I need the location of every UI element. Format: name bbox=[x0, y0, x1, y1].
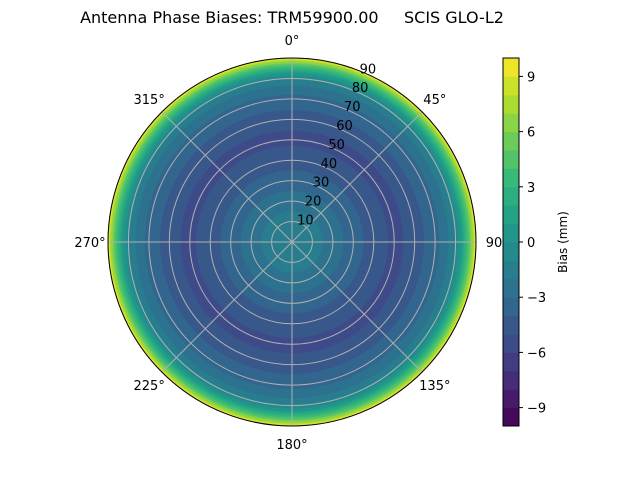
colorbar-tick-label: −3 bbox=[527, 291, 546, 306]
colorbar-tick-label: 6 bbox=[527, 126, 535, 141]
radial-tick-label: 20 bbox=[305, 195, 322, 210]
colorbar-level bbox=[503, 370, 519, 390]
colorbar-level bbox=[503, 58, 519, 77]
theta-tick-label: 270° bbox=[74, 236, 105, 251]
colorbar-level bbox=[503, 315, 519, 335]
colorbar-level bbox=[503, 242, 519, 261]
polar-frame bbox=[107, 57, 477, 427]
radial-tick-label: 70 bbox=[344, 100, 361, 115]
colorbar-level bbox=[503, 168, 519, 188]
theta-tick-label: 315° bbox=[134, 93, 165, 108]
colorbar-level bbox=[503, 278, 519, 298]
colorbar-level bbox=[503, 334, 519, 353]
colorbar-level bbox=[503, 94, 519, 114]
colorbar-level bbox=[503, 223, 519, 243]
radial-tick-label: 30 bbox=[313, 176, 330, 191]
angular-gridline bbox=[291, 111, 423, 243]
colorbar-tick-label: 3 bbox=[527, 181, 535, 196]
colorbar-level bbox=[503, 113, 519, 133]
theta-tick-label: 180° bbox=[276, 438, 307, 453]
radial-tick-label: 90 bbox=[360, 62, 377, 77]
colorbar-level bbox=[503, 297, 519, 317]
colorbar-tick-label: 0 bbox=[527, 236, 535, 251]
theta-tick-label: 90 bbox=[486, 236, 503, 251]
colorbar-level bbox=[503, 407, 519, 427]
theta-tick-label: 45° bbox=[423, 93, 446, 108]
colorbar-level bbox=[503, 186, 519, 206]
colorbar-level bbox=[503, 76, 519, 96]
theta-tick-label: 225° bbox=[134, 379, 165, 394]
colorbar-level bbox=[503, 260, 519, 280]
theta-tick-labels: 0° 45° 90 135° 180° 225° 270° 315° bbox=[74, 34, 502, 453]
chart-title: Antenna Phase Biases: TRM59900.00 SCIS G… bbox=[80, 8, 504, 27]
colorbar-tick-label: 9 bbox=[527, 70, 535, 85]
colorbar-level bbox=[503, 389, 519, 409]
radial-tick-label: 10 bbox=[297, 213, 314, 228]
colorbar-level bbox=[503, 352, 519, 372]
polar-grid bbox=[107, 57, 477, 427]
radial-tick-label: 40 bbox=[321, 157, 338, 172]
radial-tick-label: 60 bbox=[336, 119, 353, 134]
angular-gridline bbox=[161, 111, 293, 243]
colorbar-level bbox=[503, 131, 519, 151]
radial-tick-labels: 10 20 30 40 50 60 70 80 90 bbox=[297, 62, 376, 228]
colorbar-tick-label: −9 bbox=[527, 402, 546, 417]
theta-tick-label: 135° bbox=[419, 379, 450, 394]
angular-gridline bbox=[161, 241, 293, 373]
colorbar-level bbox=[503, 205, 519, 225]
colorbar-label: Bias (mm) bbox=[556, 211, 570, 273]
radial-tick-label: 80 bbox=[352, 81, 369, 96]
colorbar: −9 −6 −3 0 3 6 9 bbox=[502, 57, 546, 427]
radial-tick-label: 50 bbox=[328, 138, 345, 153]
theta-tick-label: 0° bbox=[285, 34, 300, 49]
angular-gridline bbox=[291, 241, 423, 373]
colorbar-tick-label: −6 bbox=[527, 346, 546, 361]
colorbar-level bbox=[503, 150, 519, 169]
